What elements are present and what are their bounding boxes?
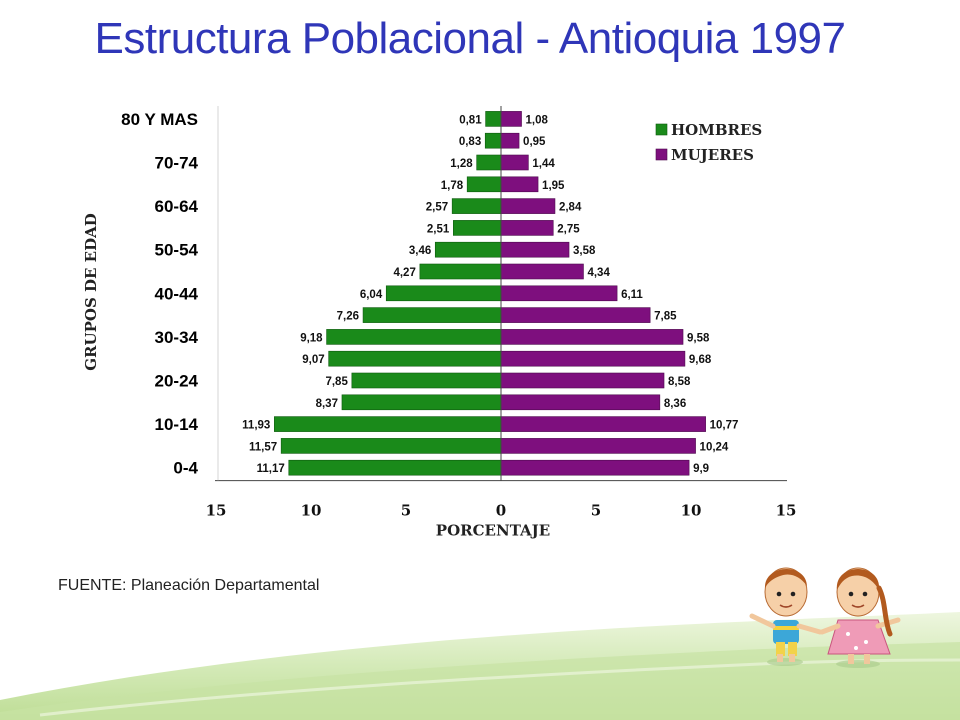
bar-mujeres xyxy=(500,307,651,323)
value-label-mujeres: 9,9 xyxy=(693,463,709,475)
source-note: FUENTE: Planeación Departamental xyxy=(58,577,320,594)
legend-swatch-mujeres xyxy=(655,148,668,161)
bar-mujeres xyxy=(500,132,520,149)
value-label-mujeres: 10,77 xyxy=(710,420,739,432)
value-label-hombres: 0,81 xyxy=(459,114,482,126)
value-label-mujeres: 4,34 xyxy=(587,267,610,279)
bar-hombres xyxy=(351,372,502,389)
x-tick-label: 10 xyxy=(301,502,322,520)
x-axis-title: PORCENTAJE xyxy=(436,522,550,540)
value-label-mujeres: 7,85 xyxy=(654,311,677,323)
bar-mujeres xyxy=(500,459,690,476)
value-label-mujeres: 0,95 xyxy=(523,136,546,148)
bar-hombres xyxy=(385,285,502,302)
y-tick-label: 80 Y MAS xyxy=(121,110,198,129)
y-tick-label: 50-54 xyxy=(155,241,199,260)
bar-mujeres xyxy=(500,154,529,171)
y-tick-label: 0-4 xyxy=(173,459,198,478)
bar-hombres xyxy=(288,459,502,476)
value-label-hombres: 7,85 xyxy=(325,376,348,388)
bar-mujeres xyxy=(500,416,706,432)
y-tick-label: 60-64 xyxy=(155,197,199,216)
value-label-mujeres: 3,58 xyxy=(573,245,596,257)
bar-hombres xyxy=(434,241,502,258)
value-label-mujeres: 9,68 xyxy=(689,354,712,366)
value-label-hombres: 1,78 xyxy=(441,180,464,192)
value-label-hombres: 1,28 xyxy=(450,158,473,170)
value-label-hombres: 2,51 xyxy=(427,223,450,235)
x-tick-label: 10 xyxy=(681,502,702,520)
x-tick-label: 0 xyxy=(496,502,506,520)
value-label-hombres: 11,17 xyxy=(257,463,285,475)
value-label-hombres: 11,57 xyxy=(249,441,277,453)
value-label-mujeres: 1,08 xyxy=(526,114,549,126)
bar-hombres xyxy=(274,416,502,432)
value-label-mujeres: 8,58 xyxy=(668,376,691,388)
bar-mujeres xyxy=(500,372,665,389)
value-label-mujeres: 2,84 xyxy=(559,202,582,214)
slide-title: Estructura Poblacional - Antioquia 1997 xyxy=(94,14,847,63)
bar-mujeres xyxy=(500,285,618,302)
bar-hombres xyxy=(419,263,502,280)
bar-mujeres xyxy=(500,111,522,127)
y-tick-label: 40-44 xyxy=(155,284,199,303)
bar-hombres xyxy=(341,394,502,411)
bar-hombres xyxy=(451,198,502,214)
value-label-mujeres: 6,11 xyxy=(621,289,643,301)
bar-hombres xyxy=(326,329,502,345)
value-label-hombres: 11,93 xyxy=(242,420,270,432)
value-label-mujeres: 10,24 xyxy=(700,441,729,453)
bar-mujeres xyxy=(500,241,570,258)
legend-swatch-hombres xyxy=(655,123,668,136)
children-illustration xyxy=(749,567,901,668)
value-label-mujeres: 1,95 xyxy=(542,180,565,192)
bar-hombres xyxy=(466,176,502,193)
value-label-hombres: 9,07 xyxy=(302,354,324,366)
y-tick-label: 30-34 xyxy=(155,328,199,347)
x-tick-label: 5 xyxy=(401,502,411,520)
value-label-hombres: 6,04 xyxy=(360,289,383,301)
bar-hombres xyxy=(453,220,502,236)
value-label-hombres: 9,18 xyxy=(300,332,323,344)
value-label-hombres: 2,57 xyxy=(426,202,448,214)
x-tick-label: 5 xyxy=(591,502,601,520)
value-label-hombres: 3,46 xyxy=(409,245,431,257)
bar-mujeres xyxy=(500,263,584,280)
bar-mujeres xyxy=(500,329,684,345)
y-tick-label: 10-14 xyxy=(155,415,199,434)
legend-label-mujeres: MUJERES xyxy=(671,146,754,164)
bar-mujeres xyxy=(500,438,696,454)
value-label-hombres: 0,83 xyxy=(459,136,481,148)
y-tick-label: 20-24 xyxy=(155,372,199,391)
value-label-hombres: 8,37 xyxy=(316,398,338,410)
bar-hombres xyxy=(328,350,502,367)
value-label-mujeres: 2,75 xyxy=(557,223,580,235)
bar-mujeres xyxy=(500,394,661,411)
bar-hombres xyxy=(484,132,502,149)
x-tick-label: 15 xyxy=(206,502,227,520)
value-label-mujeres: 1,44 xyxy=(532,158,555,170)
y-axis-title: GRUPOS DE EDAD xyxy=(82,213,100,371)
bar-mujeres xyxy=(500,198,556,214)
value-label-hombres: 7,26 xyxy=(337,311,359,323)
bar-hombres xyxy=(362,307,502,323)
legend-label-hombres: HOMBRES xyxy=(671,121,762,139)
bar-hombres xyxy=(280,438,502,454)
bar-hombres xyxy=(476,154,502,171)
bar-hombres xyxy=(485,111,502,127)
y-tick-label: 70-74 xyxy=(155,154,199,173)
bar-mujeres xyxy=(500,176,539,193)
value-label-hombres: 4,27 xyxy=(393,267,415,279)
x-tick-label: 15 xyxy=(776,502,797,520)
value-label-mujeres: 9,58 xyxy=(687,332,710,344)
bar-mujeres xyxy=(500,350,686,367)
bar-mujeres xyxy=(500,220,554,236)
value-label-mujeres: 8,36 xyxy=(664,398,686,410)
